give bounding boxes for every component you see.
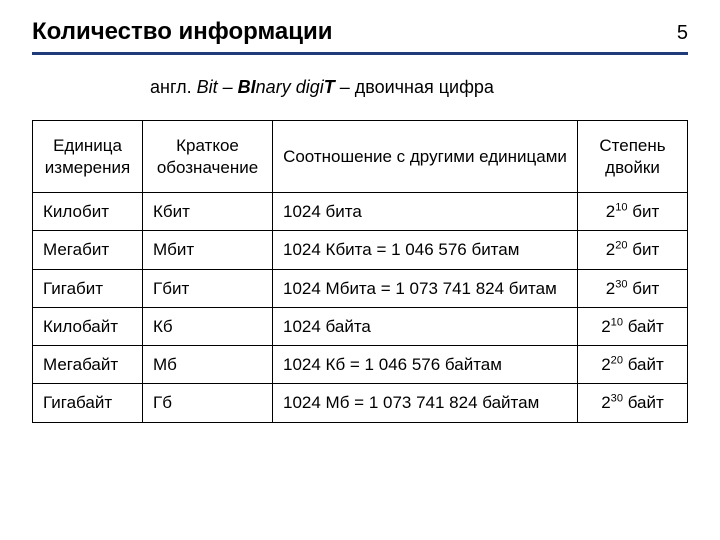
cell-unit: Мегабайт <box>33 346 143 384</box>
table-row: МегабитМбит1024 Кбита = 1 046 576 битам2… <box>33 231 688 269</box>
cell-power: 210 бит <box>578 193 688 231</box>
cell-power: 220 бит <box>578 231 688 269</box>
cell-abbr: Кбит <box>143 193 273 231</box>
subtitle-dash: – <box>218 77 238 97</box>
header-row: Количество информации 5 <box>32 18 688 52</box>
title-underline <box>32 52 688 55</box>
cell-abbr: Мбит <box>143 231 273 269</box>
table-row: КилобитКбит1024 бита210 бит <box>33 193 688 231</box>
cell-unit: Гигабайт <box>33 384 143 422</box>
header-abbr: Краткое обозначение <box>143 121 273 193</box>
slide: Количество информации 5 англ. Bit – BIna… <box>0 0 720 540</box>
table-row: МегабайтМб1024 Кб = 1 046 576 байтам220 … <box>33 346 688 384</box>
table-row: КилобайтКб1024 байта210 байт <box>33 307 688 345</box>
table-header-row: Единица измерения Краткое обозначение Со… <box>33 121 688 193</box>
cell-power: 210 байт <box>578 307 688 345</box>
subtitle-mid: nary digi <box>256 77 324 97</box>
page-number: 5 <box>677 22 688 45</box>
cell-abbr: Мб <box>143 346 273 384</box>
cell-power: 220 байт <box>578 346 688 384</box>
cell-abbr: Гбит <box>143 269 273 307</box>
cell-abbr: Гб <box>143 384 273 422</box>
cell-relation: 1024 Кбита = 1 046 576 битам <box>273 231 578 269</box>
cell-unit: Килобайт <box>33 307 143 345</box>
cell-power: 230 бит <box>578 269 688 307</box>
cell-abbr: Кб <box>143 307 273 345</box>
subtitle-b: BI <box>238 77 256 97</box>
table-row: ГигабитГбит1024 Мбита = 1 073 741 824 би… <box>33 269 688 307</box>
subtitle-prefix: англ. <box>150 77 197 97</box>
cell-unit: Килобит <box>33 193 143 231</box>
cell-relation: 1024 бита <box>273 193 578 231</box>
header-relation: Соотношение с другими единицами <box>273 121 578 193</box>
cell-unit: Гигабит <box>33 269 143 307</box>
cell-relation: 1024 Мбита = 1 073 741 824 битам <box>273 269 578 307</box>
subtitle-t: T <box>324 77 335 97</box>
table-body: КилобитКбит1024 бита210 битМегабитМбит10… <box>33 193 688 423</box>
page-title: Количество информации <box>32 18 333 46</box>
units-table: Единица измерения Краткое обозначение Со… <box>32 120 688 423</box>
subtitle: англ. Bit – BInary digiT – двоичная цифр… <box>150 77 688 98</box>
header-unit: Единица измерения <box>33 121 143 193</box>
subtitle-suffix: – двоичная цифра <box>335 77 494 97</box>
header-power: Степень двойки <box>578 121 688 193</box>
subtitle-bit: Bit <box>197 77 218 97</box>
cell-power: 230 байт <box>578 384 688 422</box>
cell-relation: 1024 Кб = 1 046 576 байтам <box>273 346 578 384</box>
cell-relation: 1024 байта <box>273 307 578 345</box>
table-row: ГигабайтГб1024 Мб = 1 073 741 824 байтам… <box>33 384 688 422</box>
cell-unit: Мегабит <box>33 231 143 269</box>
cell-relation: 1024 Мб = 1 073 741 824 байтам <box>273 384 578 422</box>
